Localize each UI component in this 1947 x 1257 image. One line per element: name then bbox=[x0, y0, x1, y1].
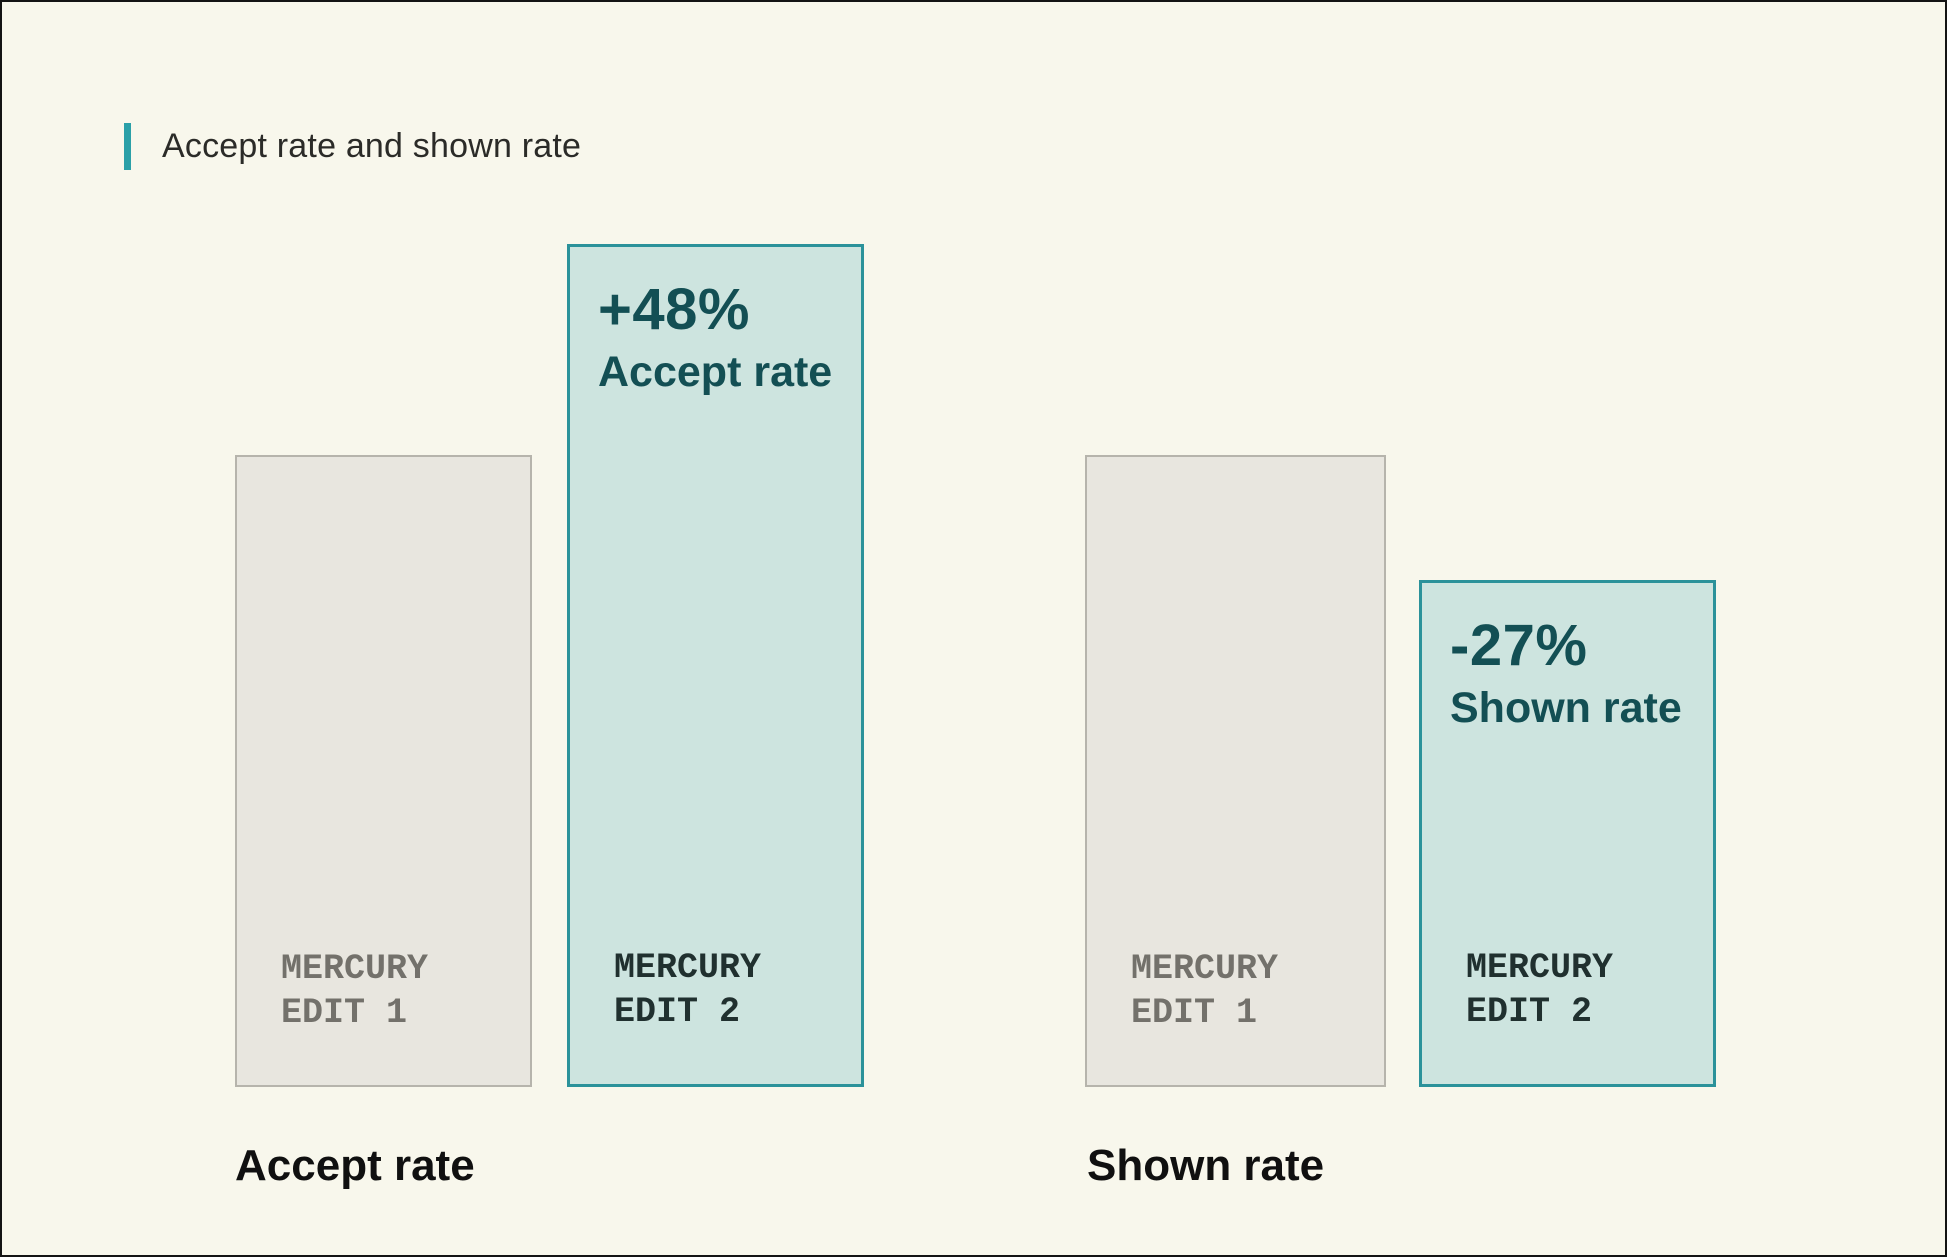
bar-label: MERCURY EDIT 2 bbox=[1422, 946, 1713, 1084]
shown-rate-bar-mercury-edit-2: -27% Shown rate MERCURY EDIT 2 bbox=[1419, 580, 1716, 1087]
accept-rate-bar-mercury-edit-2: +48% Accept rate MERCURY EDIT 2 bbox=[567, 244, 864, 1087]
delta-annotation: +48% Accept rate bbox=[598, 279, 832, 397]
delta-value: +48% bbox=[598, 277, 750, 342]
accept-rate-footer-label: Accept rate bbox=[235, 1141, 475, 1190]
accept-rate-bar-mercury-edit-1: MERCURY EDIT 1 bbox=[235, 455, 532, 1087]
bar-label-line2: EDIT 2 bbox=[614, 992, 741, 1032]
bar-label-line1: MERCURY bbox=[1131, 949, 1279, 989]
title-accent-bar bbox=[124, 123, 131, 170]
bar-label: MERCURY EDIT 2 bbox=[570, 946, 861, 1084]
bar-label-line2: EDIT 1 bbox=[281, 993, 408, 1033]
bar-label-line1: MERCURY bbox=[281, 949, 429, 989]
shown-rate-bar-mercury-edit-1: MERCURY EDIT 1 bbox=[1085, 455, 1386, 1087]
delta-annotation: -27% Shown rate bbox=[1450, 615, 1682, 733]
delta-caption: Shown rate bbox=[1450, 684, 1682, 732]
bar-label-line1: MERCURY bbox=[614, 948, 762, 988]
delta-caption: Accept rate bbox=[598, 348, 833, 396]
bar-label-line2: EDIT 2 bbox=[1466, 992, 1593, 1032]
page-title: Accept rate and shown rate bbox=[162, 127, 582, 165]
bar-label: MERCURY EDIT 1 bbox=[237, 947, 530, 1085]
bar-label: MERCURY EDIT 1 bbox=[1087, 947, 1384, 1085]
bar-label-line2: EDIT 1 bbox=[1131, 993, 1258, 1033]
bar-label-line1: MERCURY bbox=[1466, 948, 1614, 988]
shown-rate-footer-label: Shown rate bbox=[1087, 1141, 1325, 1190]
delta-value: -27% bbox=[1450, 613, 1588, 678]
chart-header: Accept rate and shown rate bbox=[124, 123, 581, 170]
